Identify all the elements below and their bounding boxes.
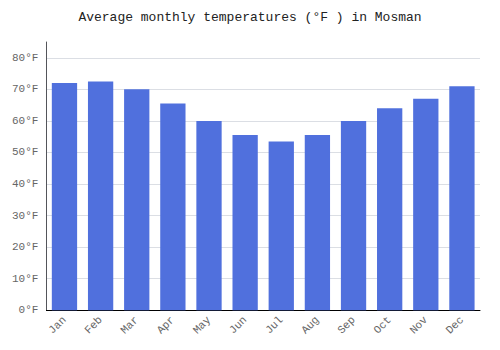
- svg-text:0°F: 0°F: [19, 304, 39, 316]
- svg-text:10°F: 10°F: [12, 273, 38, 285]
- svg-text:Jan: Jan: [46, 314, 68, 336]
- svg-text:Apr: Apr: [155, 314, 177, 336]
- svg-text:Oct: Oct: [371, 314, 393, 336]
- svg-text:Nov: Nov: [408, 314, 431, 337]
- svg-text:Feb: Feb: [82, 314, 104, 336]
- svg-text:Mar: Mar: [119, 314, 141, 336]
- svg-text:Sep: Sep: [335, 314, 357, 336]
- svg-text:Aug: Aug: [299, 314, 321, 336]
- svg-text:50°F: 50°F: [12, 146, 38, 158]
- svg-text:May: May: [191, 314, 214, 337]
- svg-text:60°F: 60°F: [12, 115, 38, 127]
- svg-text:Dec: Dec: [444, 314, 466, 336]
- svg-text:20°F: 20°F: [12, 241, 38, 253]
- svg-text:40°F: 40°F: [12, 178, 38, 190]
- svg-text:30°F: 30°F: [12, 210, 38, 222]
- svg-text:70°F: 70°F: [12, 83, 38, 95]
- svg-text:Jul: Jul: [263, 314, 285, 336]
- svg-text:Jun: Jun: [227, 314, 249, 336]
- svg-text:80°F: 80°F: [12, 52, 38, 64]
- svg-text:Average monthly temperatures (: Average monthly temperatures (°F ) in Mo…: [78, 10, 421, 25]
